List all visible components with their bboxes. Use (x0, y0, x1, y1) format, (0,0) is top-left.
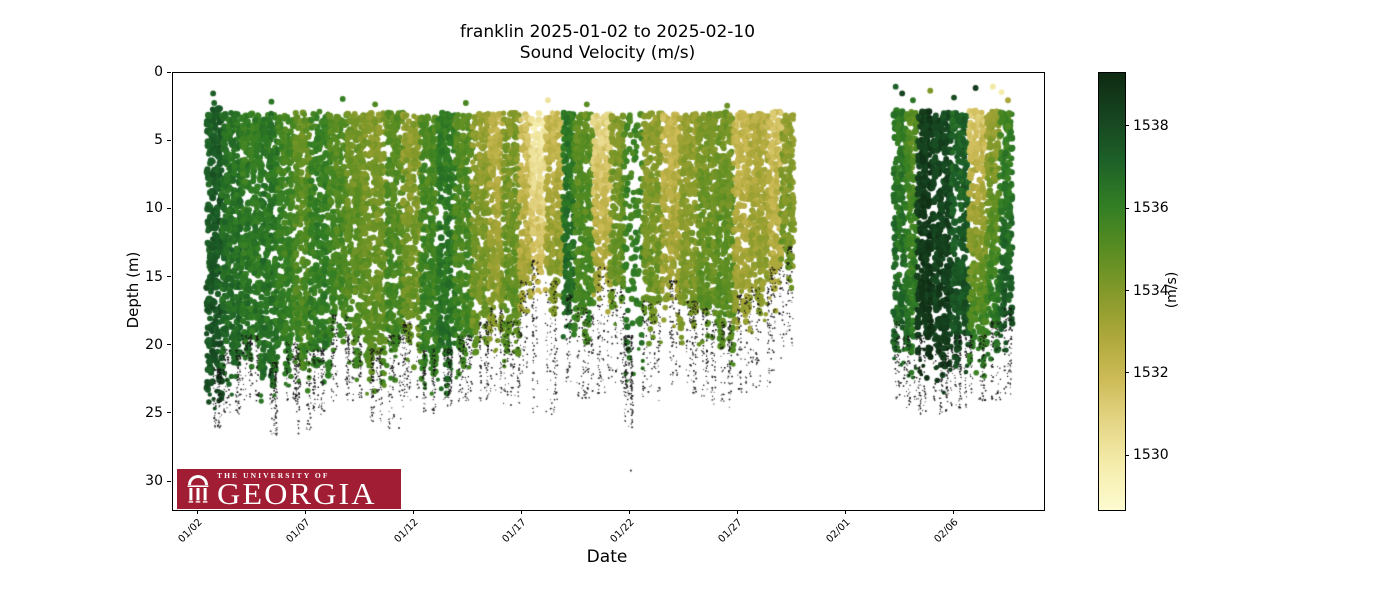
scatter-canvas (173, 73, 1044, 510)
chart-title: franklin 2025-01-02 to 2025-02-10 Sound … (172, 22, 1043, 64)
x-tick-mark (197, 510, 198, 514)
colorbar-tick-label: 1538 (1133, 117, 1169, 134)
x-tick-label: 01/27 (716, 517, 745, 546)
y-tick-mark (167, 139, 171, 141)
uga-logo: THE UNIVERSITY OF GEORGIA (177, 469, 401, 509)
colorbar-tick-label: 1536 (1133, 200, 1169, 217)
y-axis-label: Depth (m) (124, 251, 142, 329)
colorbar-tick-label: 1532 (1133, 364, 1169, 381)
uga-logo-text: THE UNIVERSITY OF GEORGIA (217, 470, 375, 509)
y-tick-mark (167, 344, 171, 346)
x-tick-label: 01/07 (284, 517, 313, 546)
chart-title-line2: Sound Velocity (m/s) (519, 43, 696, 63)
logo-university-of-text: THE UNIVERSITY OF (217, 470, 330, 480)
y-tick-mark (167, 412, 171, 414)
y-tick-label: 0 (154, 64, 163, 80)
x-axis-label: Date (586, 547, 628, 567)
colorbar-tick-mark (1125, 454, 1129, 456)
y-tick-label: 25 (145, 404, 163, 421)
colorbar-tick-mark (1125, 372, 1129, 374)
x-tick-label: 01/02 (176, 517, 205, 546)
x-tick-mark (413, 510, 414, 514)
colorbar-tick-label: 1534 (1133, 282, 1169, 299)
y-tick-mark (167, 480, 171, 482)
uga-arch-icon (187, 475, 209, 503)
x-tick-mark (305, 510, 306, 514)
colorbar-tick-label: 1530 (1133, 447, 1169, 464)
colorbar-tick-mark (1125, 290, 1129, 291)
x-tick-label: 01/17 (500, 517, 529, 546)
y-tick-label: 20 (145, 336, 163, 353)
logo-georgia-text: GEORGIA (217, 475, 377, 511)
x-tick-mark (629, 510, 630, 514)
colorbar-tick-mark (1125, 207, 1129, 209)
x-tick-label: 02/06 (932, 517, 961, 546)
plot-area: THE UNIVERSITY OF GEORGIA (172, 72, 1045, 511)
y-tick-mark (167, 71, 171, 73)
x-tick-label: 02/01 (824, 517, 853, 546)
y-tick-mark (167, 276, 171, 277)
x-tick-mark (953, 510, 954, 514)
x-tick-label: 01/22 (608, 517, 637, 546)
x-tick-mark (737, 510, 738, 514)
colorbar (1098, 72, 1126, 511)
y-tick-label: 10 (145, 200, 163, 217)
x-tick-mark (521, 510, 522, 514)
y-tick-mark (167, 207, 171, 209)
y-tick-label: 15 (145, 268, 163, 285)
y-tick-label: 30 (145, 473, 163, 489)
x-tick-label: 01/12 (392, 517, 421, 546)
colorbar-label: (m/s) (1164, 271, 1180, 309)
y-tick-label: 5 (154, 132, 163, 149)
colorbar-tick-mark (1125, 125, 1129, 127)
chart-title-line1: franklin 2025-01-02 to 2025-02-10 (459, 22, 756, 42)
x-tick-mark (845, 510, 846, 514)
